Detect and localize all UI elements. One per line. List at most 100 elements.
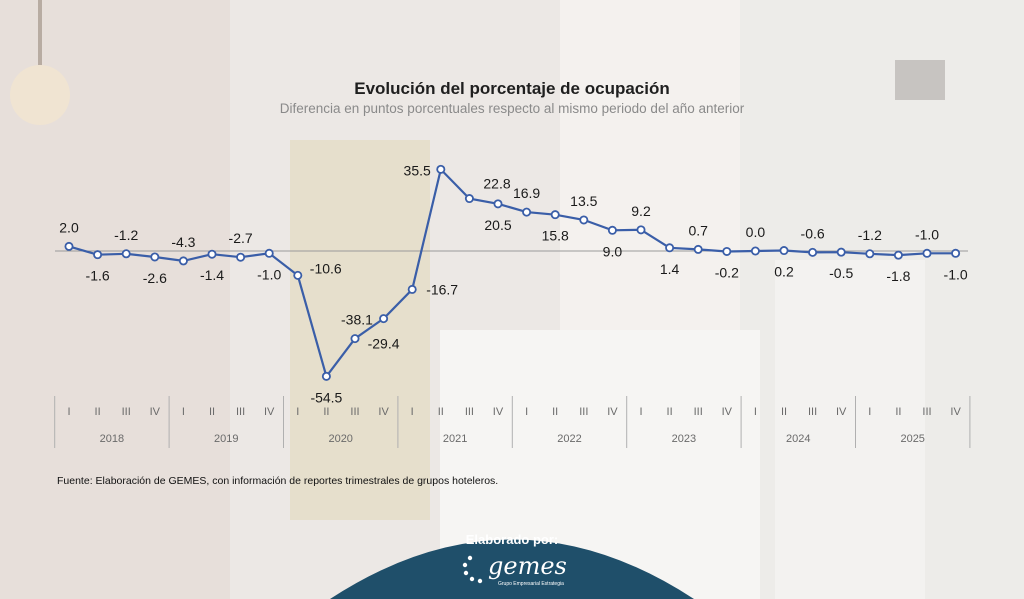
data-label: -4.3 xyxy=(171,234,195,250)
quarter-tick-label: I xyxy=(639,406,642,418)
series-line xyxy=(68,167,956,379)
data-point xyxy=(93,250,103,260)
data-point xyxy=(579,215,589,225)
quarter-tick-label: II xyxy=(667,406,673,418)
data-point xyxy=(522,207,532,217)
data-label: 1.4 xyxy=(660,261,680,277)
data-label: 16.9 xyxy=(513,185,540,201)
quarter-tick-label: II xyxy=(552,406,558,418)
data-label: 13.5 xyxy=(570,193,597,209)
quarter-tick-label: I xyxy=(182,406,185,418)
data-point xyxy=(865,249,875,259)
data-point xyxy=(121,249,131,259)
quarter-tick-label: I xyxy=(525,406,528,418)
data-label: 0.2 xyxy=(774,264,794,280)
data-label: -0.2 xyxy=(715,264,739,280)
data-point xyxy=(236,252,246,262)
data-label: 15.8 xyxy=(542,228,569,244)
data-label: -38.1 xyxy=(341,312,373,328)
quarter-tick-label: II xyxy=(209,406,215,418)
data-label: -29.4 xyxy=(368,336,400,352)
data-label: 9.2 xyxy=(631,203,651,219)
quarter-tick-label: I xyxy=(411,406,414,418)
year-tick-label: 2021 xyxy=(443,433,467,445)
data-point xyxy=(893,250,903,260)
data-label: -1.0 xyxy=(915,226,939,242)
year-tick-label: 2024 xyxy=(786,433,810,445)
data-label: -2.7 xyxy=(229,230,253,246)
quarter-tick-label: IV xyxy=(150,406,161,418)
year-tick-label: 2022 xyxy=(557,433,581,445)
quarter-tick-label: I xyxy=(868,406,871,418)
year-tick-label: 2020 xyxy=(328,433,352,445)
data-label: -1.4 xyxy=(200,267,224,283)
data-label: -0.6 xyxy=(801,225,825,241)
data-point xyxy=(264,248,274,258)
quarter-tick-label: III xyxy=(122,406,131,418)
data-point xyxy=(379,314,389,324)
quarter-tick-label: III xyxy=(350,406,359,418)
data-label: -1.2 xyxy=(858,227,882,243)
data-point xyxy=(779,246,789,256)
quarter-tick-label: IV xyxy=(264,406,275,418)
data-point xyxy=(321,371,331,381)
quarter-tick-label: II xyxy=(95,406,101,418)
year-tick-label: 2025 xyxy=(900,433,924,445)
data-point xyxy=(951,248,961,258)
quarter-tick-label: I xyxy=(296,406,299,418)
quarter-tick-label: III xyxy=(465,406,474,418)
quarter-tick-label: IV xyxy=(722,406,733,418)
data-point xyxy=(350,334,360,344)
data-point xyxy=(922,248,932,258)
quarter-tick-label: IV xyxy=(493,406,504,418)
quarter-tick-label: III xyxy=(579,406,588,418)
data-point xyxy=(636,225,646,235)
data-label: -16.7 xyxy=(426,281,458,297)
data-label: -2.6 xyxy=(143,270,167,286)
data-point xyxy=(178,256,188,266)
quarter-tick-label: I xyxy=(67,406,70,418)
data-point xyxy=(607,225,617,235)
data-label: -10.6 xyxy=(310,260,342,276)
year-tick-label: 2023 xyxy=(672,433,696,445)
quarter-tick-label: II xyxy=(438,406,444,418)
quarter-tick-label: IV xyxy=(950,406,961,418)
data-point xyxy=(722,246,732,256)
data-point xyxy=(836,247,846,257)
quarter-tick-label: IV xyxy=(836,406,847,418)
data-point xyxy=(550,210,560,220)
quarter-tick-label: IV xyxy=(378,406,389,418)
data-point xyxy=(207,249,217,259)
data-point xyxy=(407,284,417,294)
data-point xyxy=(436,164,446,174)
data-point xyxy=(293,270,303,280)
data-label: -1.8 xyxy=(886,268,910,284)
year-tick-label: 2018 xyxy=(100,433,124,445)
quarter-tick-label: IV xyxy=(607,406,618,418)
data-label: -0.5 xyxy=(829,265,853,281)
quarter-tick-label: II xyxy=(895,406,901,418)
data-label: 35.5 xyxy=(404,162,431,178)
data-point xyxy=(493,199,503,209)
quarter-tick-label: II xyxy=(781,406,787,418)
data-label: 20.5 xyxy=(484,217,511,233)
year-tick-label: 2019 xyxy=(214,433,238,445)
data-label: -54.5 xyxy=(310,389,342,405)
credit-label: Elaborado por: xyxy=(465,532,559,547)
data-label: 2.0 xyxy=(59,219,79,235)
data-label: -1.6 xyxy=(86,268,110,284)
data-label: 22.8 xyxy=(483,176,510,192)
data-point xyxy=(464,194,474,204)
data-point xyxy=(808,247,818,257)
chart-subtitle: Diferencia en puntos porcentuales respec… xyxy=(279,101,745,116)
data-point xyxy=(150,252,160,262)
data-label: 0.0 xyxy=(746,224,766,240)
data-point xyxy=(64,241,74,251)
chart-title: Evolución del porcentaje de ocupación xyxy=(354,79,670,98)
quarter-tick-label: III xyxy=(808,406,817,418)
data-label: -1.2 xyxy=(114,227,138,243)
quarter-tick-label: III xyxy=(922,406,931,418)
data-point xyxy=(665,243,675,253)
data-label: -1.0 xyxy=(944,266,968,282)
data-label: 0.7 xyxy=(688,222,708,238)
